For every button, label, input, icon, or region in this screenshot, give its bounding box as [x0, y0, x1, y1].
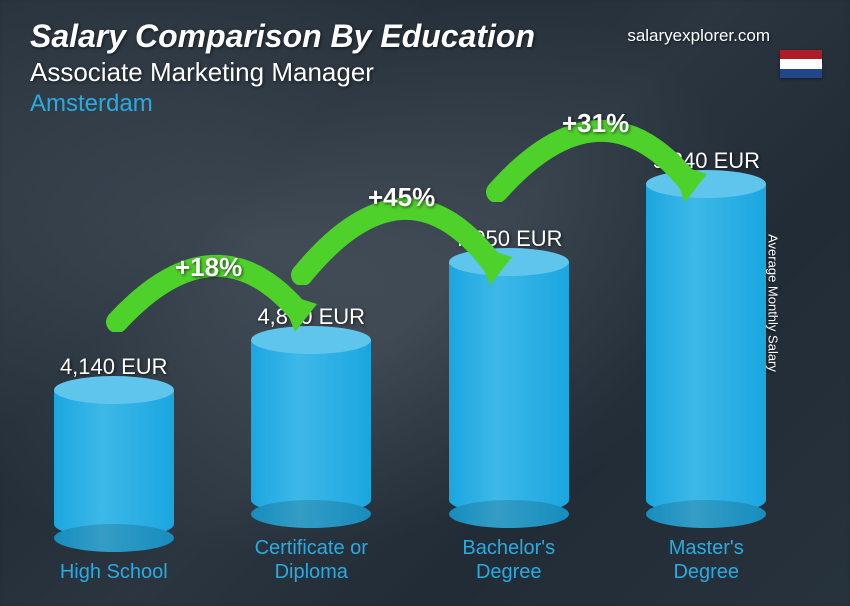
bar-group: 4,140 EURHigh School: [30, 354, 198, 584]
bar-body: [251, 340, 371, 514]
netherlands-flag-icon: [780, 50, 822, 78]
bar-label: High School: [60, 560, 168, 584]
bar-label: Master's Degree: [669, 536, 744, 584]
increase-arc: [485, 82, 715, 202]
flag-stripe-red: [780, 50, 822, 59]
bar-group: 9,240 EURMaster's Degree: [623, 148, 791, 584]
bar-label: Bachelor's Degree: [462, 536, 555, 584]
bar-cylinder: [251, 340, 371, 514]
increase-label: +31%: [562, 108, 629, 139]
bar-cylinder: [646, 184, 766, 514]
chart-container: Salary Comparison By Education Associate…: [0, 0, 850, 606]
attribution-text: salaryexplorer.com: [627, 26, 770, 46]
bar-body: [449, 262, 569, 514]
bar-label: Certificate or Diploma: [255, 536, 368, 584]
bar-body: [646, 184, 766, 514]
flag-stripe-blue: [780, 69, 822, 78]
increase-label: +45%: [368, 182, 435, 213]
bar-body: [54, 390, 174, 538]
flag-stripe-white: [780, 59, 822, 68]
bar-cylinder: [54, 390, 174, 538]
increase-label: +18%: [175, 252, 242, 283]
bar-top: [54, 376, 174, 404]
bar-cylinder: [449, 262, 569, 514]
bar-group: 4,870 EURCertificate or Diploma: [228, 304, 396, 584]
